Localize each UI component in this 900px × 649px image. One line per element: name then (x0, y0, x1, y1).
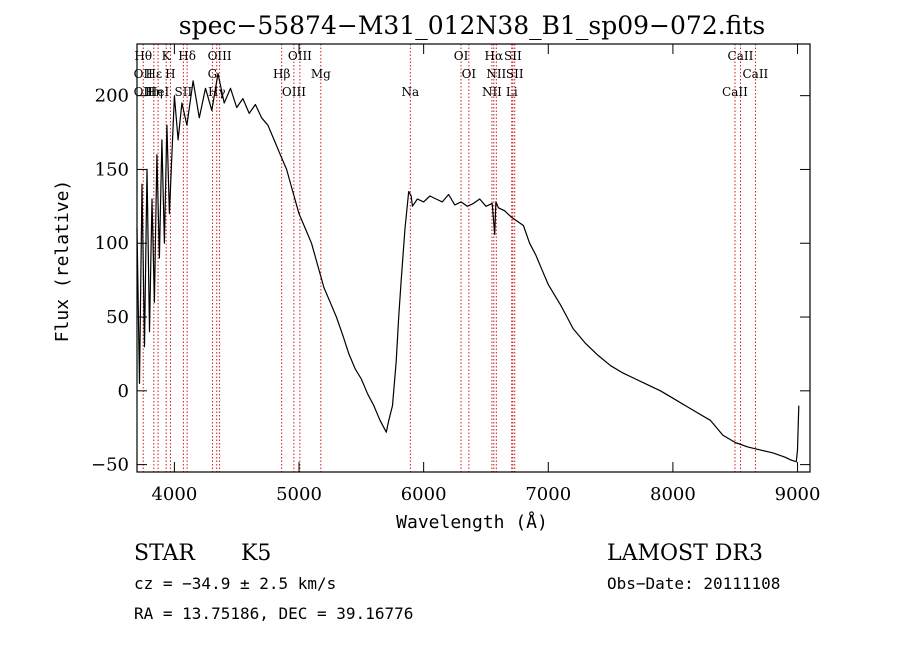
line-label: Hθ (134, 49, 152, 63)
line-label: Hα (485, 49, 504, 63)
line-label: OIII (282, 85, 306, 99)
x-tick-label: 7000 (525, 484, 571, 505)
x-axis-ticks: 4000 5000 6000 7000 8000 9000 (151, 44, 820, 505)
line-label: CaII (728, 49, 754, 63)
object-subclass: K5 (241, 541, 271, 566)
y-axis-label: Flux (relative) (52, 180, 73, 343)
line-label: Hη (145, 85, 163, 99)
line-label: CaII (722, 85, 748, 99)
line-label: Mg (311, 67, 331, 81)
line-label: K (162, 49, 172, 63)
y-tick-label: 200 (95, 86, 129, 107)
x-tick-label: 8000 (650, 484, 696, 505)
plot-frame (136, 43, 811, 473)
line-label: SII (175, 85, 193, 99)
line-label: NII (486, 67, 506, 81)
line-label: CaII (742, 67, 768, 81)
line-label: Hβ (273, 67, 290, 81)
line-label: OI (462, 67, 477, 81)
x-tick-label: 9000 (775, 484, 821, 505)
line-label: OI (454, 49, 469, 63)
y-tick-label: 50 (106, 307, 129, 328)
line-label: H (165, 67, 175, 81)
line-label: Na (401, 85, 419, 99)
emission-line-labels: HθOIIOIIHεHηHeIKHSIIHδGHγOIIIHβOIIIOIIIM… (134, 49, 769, 99)
y-axis-ticks: −50 0 50 100 150 200 (91, 86, 810, 476)
x-tick-label: 4000 (151, 484, 197, 505)
emission-line-markers (142, 44, 756, 472)
x-axis-label: Wavelength (Å) (396, 511, 548, 533)
line-label: OIII (208, 49, 232, 63)
line-label: OII (134, 67, 154, 81)
object-class: STAR (134, 541, 196, 566)
spectrum-series-line (136, 72, 800, 463)
chart-title: spec−55874−M31_012N38_B1_sp09−072.fits (179, 11, 765, 40)
y-tick-label: 150 (95, 159, 129, 180)
line-label: HeI (147, 85, 170, 99)
line-label: NII (482, 85, 502, 99)
x-tick-label: 5000 (276, 484, 322, 505)
line-label: G (208, 67, 218, 81)
survey-name: LAMOST DR3 (607, 541, 763, 566)
line-label: SII (504, 49, 522, 63)
line-label: Hδ (178, 49, 196, 63)
y-tick-label: −50 (91, 455, 129, 476)
y-tick-label: 0 (118, 381, 129, 402)
line-label: Hε (145, 67, 162, 81)
coordinates-text: RA = 13.75186, DEC = 39.16776 (134, 604, 413, 623)
obs-date-text: Obs−Date: 20111108 (607, 574, 780, 593)
y-tick-label: 100 (95, 233, 129, 254)
x-tick-label: 6000 (401, 484, 447, 505)
line-label: Li (506, 85, 518, 99)
redshift-text: cz = −34.9 ± 2.5 km/s (134, 574, 336, 593)
line-label: OIII (288, 49, 312, 63)
line-label: SII (506, 67, 524, 81)
